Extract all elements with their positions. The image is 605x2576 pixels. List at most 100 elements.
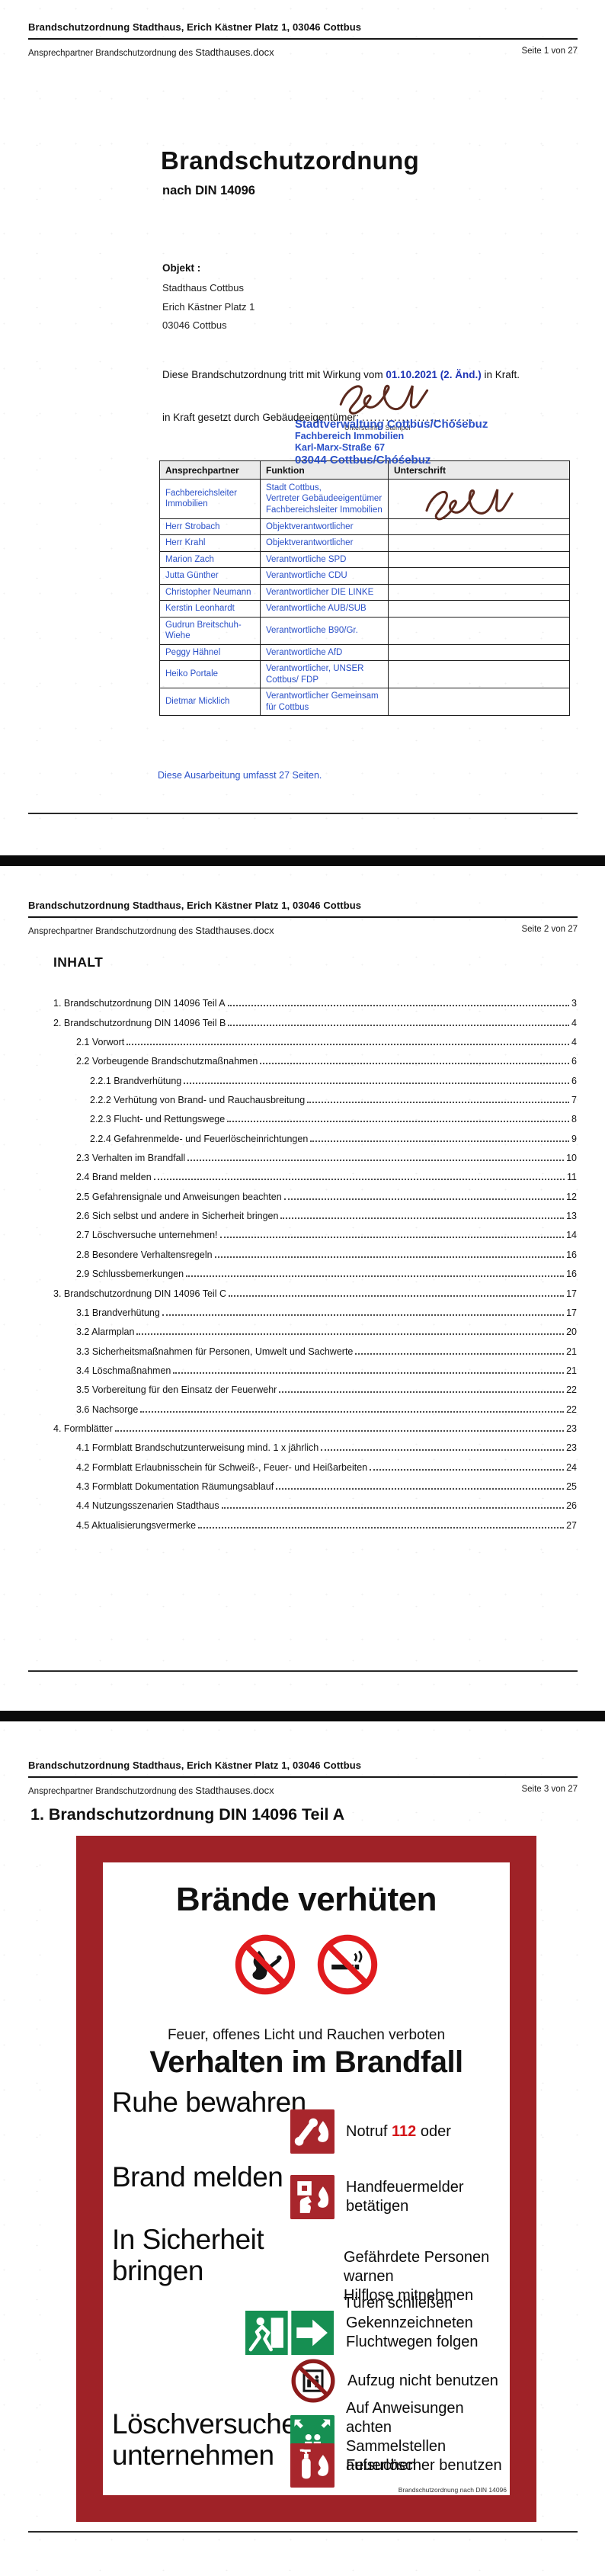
header-filename: Ansprechpartner Brandschutzordnung des S… bbox=[28, 925, 274, 936]
toc-dot-leader bbox=[114, 1429, 565, 1432]
toc-item-label: 2.7 Löschversuche unternehmen! bbox=[76, 1230, 218, 1241]
toc-item-label: 3.3 Sicherheitsmaßnahmen für Personen, U… bbox=[76, 1346, 354, 1357]
stamp-line: Karl-Marx-Straße 67 bbox=[295, 442, 386, 453]
poster-subtitle: Verhalten im Brandfall bbox=[149, 2045, 463, 2079]
table-row: Heiko Portale Verantwortlicher, UNSER Cot… bbox=[159, 660, 570, 688]
no-smoking-icon bbox=[317, 1934, 378, 1995]
toc-item-page: 21 bbox=[566, 1346, 577, 1357]
toc-item-page: 22 bbox=[566, 1403, 577, 1415]
escape-route-icon bbox=[245, 2311, 335, 2355]
toc-item-page: 9 bbox=[571, 1133, 577, 1144]
header-filename: Ansprechpartner Brandschutzordnung des S… bbox=[28, 47, 274, 58]
toc-item-page: 16 bbox=[566, 1269, 577, 1280]
toc-dot-leader bbox=[227, 1005, 570, 1007]
page-number: Seite 1 von 27 bbox=[521, 47, 578, 56]
toc-item-page: 24 bbox=[566, 1461, 577, 1473]
toc-item-page: 4 bbox=[571, 1037, 577, 1048]
toc-dot-leader bbox=[126, 1044, 570, 1046]
poster-row-text: Feuerlöscher benutzen bbox=[346, 2456, 502, 2474]
no-elevator-icon bbox=[290, 2358, 336, 2404]
toc-item-page: 14 bbox=[566, 1230, 577, 1241]
document-page-3: Brandschutzordnung Stadthaus, Erich Käst… bbox=[0, 1721, 605, 2576]
poster-left-label: In Sicherheit bringen bbox=[112, 2224, 264, 2286]
toc-item: 3.3 Sicherheitsmaßnahmen für Personen, U… bbox=[53, 1337, 577, 1357]
table-row: Dietmar Micklich Verantwortlicher Gemeins… bbox=[159, 688, 570, 716]
cell-funktion: Verantwortlicher DIE LINKE bbox=[260, 583, 389, 601]
cell-funktion: Verantwortlicher Gemeinsam für Cottbus bbox=[260, 688, 389, 716]
cell-unterschrift bbox=[388, 534, 570, 552]
toc-dot-leader bbox=[140, 1410, 565, 1413]
table-row: Kerstin Leonhardt Verantwortliche AUB/SUB bbox=[159, 600, 570, 618]
poster-footnote: Brandschutzordnung nach DIN 14096 bbox=[398, 2486, 507, 2494]
poster-row: Handfeuermelder betätigen bbox=[290, 2175, 510, 2219]
toc-list: 1. Brandschutzordnung DIN 14096 Teil A 3 2… bbox=[53, 990, 577, 1531]
toc-item-label: 2.2.2 Verhütung von Brand- und Rauchausb… bbox=[90, 1095, 306, 1106]
toc-dot-leader bbox=[221, 1507, 565, 1509]
toc-item-page: 20 bbox=[566, 1326, 577, 1338]
cell-ansprechpartner: Herr Krahl bbox=[159, 534, 261, 552]
toc-item-label: 2.8 Besondere Verhaltensregeln bbox=[76, 1249, 213, 1260]
toc-item: 2.2.1 Brandverhütung 6 bbox=[53, 1067, 577, 1086]
toc-dot-leader bbox=[187, 1160, 565, 1162]
poster-left-label: Löschversuche unternehmen bbox=[112, 2408, 297, 2471]
toc-item-label: 2.2.3 Flucht- und Rettungswege bbox=[90, 1114, 226, 1125]
signature-scrawl-icon bbox=[339, 384, 429, 415]
toc-dot-leader bbox=[228, 1024, 570, 1026]
cell-funktion: Verantwortliche CDU bbox=[260, 567, 389, 585]
toc-item: 2.2.2 Verhütung von Brand- und Rauchausb… bbox=[53, 1086, 577, 1105]
prohibition-caption: Feuer, offenes Licht und Rauchen verbote… bbox=[167, 2027, 446, 2043]
cell-unterschrift bbox=[388, 616, 570, 645]
toc-item: 2.2.4 Gefahrenmelde- und Feuerlöscheinri… bbox=[53, 1124, 577, 1144]
toc-dot-leader bbox=[280, 1217, 565, 1220]
header-subrow: Ansprechpartner Brandschutzordnung des S… bbox=[28, 47, 578, 58]
object-label: Objekt : bbox=[162, 262, 201, 274]
footer-rule bbox=[28, 2531, 578, 2533]
poster-row-text: Aufzug nicht benutzen bbox=[347, 2372, 498, 2389]
poster-row: Gefährdete Personen warnen Hilflose mitn… bbox=[344, 2248, 510, 2305]
toc-dot-leader bbox=[173, 1371, 565, 1374]
cell-funktion: Verantwortliche AfD bbox=[260, 643, 389, 661]
cell-unterschrift bbox=[388, 660, 570, 688]
cell-ansprechpartner: Jutta Günther bbox=[159, 567, 261, 585]
poster-row: Aufzug nicht benutzen bbox=[290, 2358, 498, 2404]
toc-item-page: 17 bbox=[566, 1288, 577, 1299]
cell-ansprechpartner: Peggy Hähnel bbox=[159, 643, 261, 661]
col-header-unterschrift: Unterschrift bbox=[388, 460, 570, 480]
cell-funktion: Objektverantwortlicher bbox=[260, 534, 389, 552]
document-page-2: Brandschutzordnung Stadthaus, Erich Käst… bbox=[0, 866, 605, 1711]
stamp-line: 03044 Cottbus/Chóśebuz bbox=[295, 453, 431, 467]
table-row: Christopher Neumann Verantwortlicher DIE … bbox=[159, 583, 570, 601]
page-header: Brandschutzordnung Stadthaus, Erich Käst… bbox=[28, 21, 578, 58]
no-open-flame-icon bbox=[235, 1934, 296, 1995]
enacted-line: in Kraft gesetzt durch Gebäudeeigentümer… bbox=[162, 412, 474, 423]
toc-item: 4.5 Aktualisierungsvermerke 27 bbox=[53, 1511, 577, 1531]
toc-item-label: 3.2 Alarmplan bbox=[76, 1326, 135, 1338]
toc-item: 2.5 Gefahrensignale und Anweisungen beac… bbox=[53, 1182, 577, 1202]
poster-left-label: Ruhe bewahren bbox=[112, 2087, 306, 2118]
toc-item-label: 1. Brandschutzordnung DIN 14096 Teil A bbox=[53, 998, 226, 1009]
toc-item: 4. Formblätter 23 bbox=[53, 1415, 577, 1434]
cell-unterschrift bbox=[388, 688, 570, 716]
cell-funktion: Verantwortliche AUB/SUB bbox=[260, 600, 389, 618]
document-page-1: Brandschutzordnung Stadthaus, Erich Käst… bbox=[0, 0, 605, 855]
cell-ansprechpartner: Gudrun Breitschuh-Wiehe bbox=[159, 616, 261, 645]
page-separator bbox=[0, 1711, 605, 1721]
toc-item-label: 2.1 Vorwort bbox=[76, 1037, 125, 1048]
toc-item-page: 6 bbox=[571, 1075, 577, 1086]
toc-item-page: 13 bbox=[566, 1211, 577, 1222]
toc-item-page: 26 bbox=[566, 1500, 577, 1512]
page-header: Brandschutzordnung Stadthaus, Erich Käst… bbox=[28, 900, 578, 936]
cell-ansprechpartner: Marion Zach bbox=[159, 550, 261, 568]
page-number: Seite 3 von 27 bbox=[521, 1785, 578, 1794]
toc-item-page: 27 bbox=[566, 1519, 577, 1531]
toc-item-page: 3 bbox=[571, 998, 577, 1009]
toc-item-label: 2.4 Brand melden bbox=[76, 1172, 152, 1183]
owner-stamp: Stadtverwaltung Cottbus/Chóśebuz Fachber… bbox=[295, 419, 488, 466]
poster-row: Notruf 112 oder bbox=[290, 2109, 451, 2154]
table-row: Marion Zach Verantwortliche SPD bbox=[159, 550, 570, 568]
toc-item-label: 2.3 Verhalten im Brandfall bbox=[76, 1153, 186, 1164]
header-title: Brandschutzordnung Stadthaus, Erich Käst… bbox=[28, 900, 362, 911]
toc-dot-leader bbox=[214, 1256, 565, 1258]
fire-alarm-icon bbox=[290, 2175, 335, 2219]
section-heading: 1. Brandschutzordnung DIN 14096 Teil A bbox=[30, 1805, 345, 1824]
